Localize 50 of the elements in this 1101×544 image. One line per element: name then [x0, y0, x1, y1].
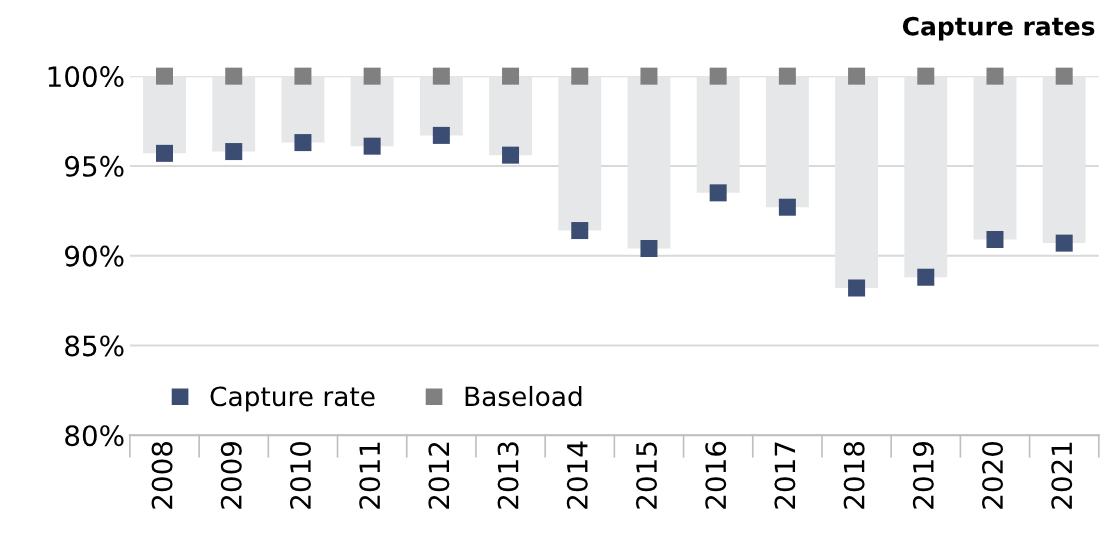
point: [917, 67, 935, 85]
point: [709, 67, 727, 85]
point: [502, 146, 520, 164]
point: [363, 137, 381, 155]
x-tick-label: 2021: [1051, 442, 1073, 509]
point: [986, 231, 1004, 249]
x-tick-label: 2011: [359, 442, 381, 509]
x-tick-label: 2008: [151, 441, 173, 509]
y-tick-label: 90%: [65, 245, 124, 267]
x-tick-label: 2012: [428, 442, 450, 509]
x-tick-label: 2016: [705, 441, 727, 509]
point: [709, 184, 727, 202]
x-tick-label: 2013: [497, 442, 519, 509]
point: [848, 67, 866, 85]
chart-title: Capture rates: [902, 16, 1095, 41]
legend-label: Baseload: [465, 385, 582, 407]
point: [778, 198, 796, 216]
x-tick-label: 2010: [289, 441, 311, 509]
point: [156, 144, 174, 162]
point: [225, 143, 243, 161]
point: [571, 67, 589, 85]
x-tick-label: 2019: [912, 442, 934, 509]
point: [225, 67, 243, 85]
point: [848, 279, 866, 297]
point: [640, 67, 658, 85]
point: [571, 222, 589, 240]
x-tick-label: 2018: [843, 441, 865, 509]
x-tick-label: 2020: [982, 441, 1004, 509]
point: [432, 126, 450, 144]
legend-label: Capture rate: [210, 386, 375, 412]
point: [986, 67, 1004, 85]
x-tick-label: 2014: [566, 441, 588, 509]
point: [432, 67, 450, 85]
point: [363, 67, 381, 85]
point: [917, 268, 935, 286]
y-tick-label: 100%: [48, 66, 124, 88]
point: [1055, 67, 1073, 85]
point: [778, 67, 796, 85]
x-tick-label: 2015: [636, 442, 658, 509]
y-tick-label: 95%: [65, 155, 124, 177]
point: [1055, 234, 1073, 252]
y-tick-label: 85%: [65, 335, 124, 357]
x-tick-label: 2017: [774, 442, 796, 509]
point: [294, 67, 312, 85]
point: [640, 239, 658, 257]
point: [294, 134, 312, 152]
y-tick-label: 80%: [65, 425, 124, 447]
x-tick-label: 2009: [220, 442, 242, 509]
point: [156, 67, 174, 85]
point: [502, 67, 520, 85]
